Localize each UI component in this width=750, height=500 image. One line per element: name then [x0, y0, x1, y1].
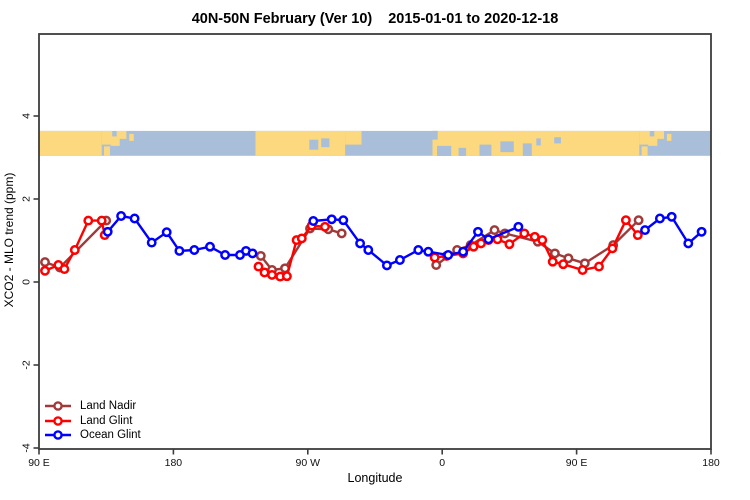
- series-ocean-glint: [102, 211, 707, 271]
- svg-text:180: 180: [165, 457, 183, 469]
- svg-text:0: 0: [439, 457, 445, 469]
- legend-item-land-nadir: Land Nadir: [44, 399, 141, 414]
- svg-text:2: 2: [21, 196, 33, 202]
- svg-text:90 E: 90 E: [28, 457, 50, 469]
- x-axis-ticks: 90 E 180 90 W 0 90 E 180: [28, 449, 720, 469]
- series-land-glint: [40, 215, 643, 282]
- legend-label: Ocean Glint: [80, 429, 141, 442]
- svg-text:4: 4: [21, 113, 33, 119]
- title-date-range: 2015-01-01 to 2020-12-18: [388, 11, 559, 27]
- legend-marker-icon: [45, 401, 71, 412]
- x-axis-label: Longitude: [347, 471, 403, 485]
- svg-text:-2: -2: [21, 360, 33, 369]
- title-region-month: 40N-50N February (Ver 10): [191, 11, 373, 27]
- legend-item-land-glint: Land Glint: [44, 414, 141, 429]
- svg-text:-4: -4: [21, 443, 33, 452]
- map-band: [39, 130, 711, 156]
- plot-border: [38, 33, 712, 450]
- legend-item-ocean-glint: Ocean Glint: [44, 428, 141, 443]
- legend-marker-icon: [45, 430, 71, 441]
- legend-marker-icon: [45, 416, 71, 426]
- svg-text:90 E: 90 E: [566, 457, 588, 469]
- legend: Land Nadir Land Glint Ocean Glint: [44, 399, 141, 443]
- svg-text:0: 0: [21, 279, 33, 285]
- y-axis-label: XCO2 - MLO trend (ppm): [2, 172, 16, 308]
- legend-label: Land Nadir: [80, 400, 137, 413]
- legend-label: Land Glint: [80, 414, 133, 427]
- svg-text:90 W: 90 W: [296, 457, 321, 469]
- chart-title: 40N-50N February (Ver 10) 2015-01-01 to 2…: [0, 11, 750, 27]
- svg-text:180: 180: [702, 457, 720, 469]
- y-axis-ticks: -4 -2 0 2 4: [21, 113, 39, 453]
